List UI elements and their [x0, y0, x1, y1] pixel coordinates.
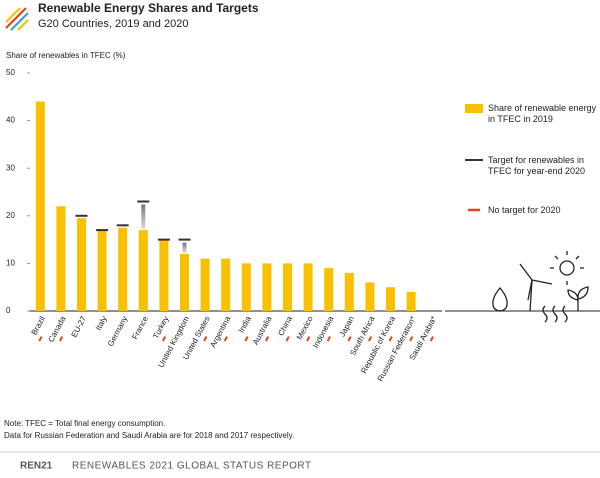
no-target-marker [38, 336, 43, 342]
legend-label: Target for renewables in TFEC for year-e… [488, 155, 586, 176]
bar [283, 263, 292, 311]
bar [159, 239, 169, 311]
bar [344, 272, 354, 311]
chart-subtitle: G20 Countries, 2019 and 2020 [38, 18, 188, 30]
bar [138, 230, 148, 311]
target-arrow [182, 242, 187, 253]
no-target-marker [368, 336, 373, 342]
no-target-marker [409, 336, 414, 342]
x-tick-label: Germany [106, 315, 129, 348]
x-tick-label: Brazil [30, 315, 47, 337]
x-tick-label: Indonesia [311, 314, 335, 349]
x-tick-label: Turkey [151, 315, 170, 341]
y-tick-label: 0 [6, 306, 11, 315]
icons [492, 251, 589, 323]
x-tick-label: Mexico [295, 314, 315, 341]
no-target-marker [347, 336, 352, 342]
x-tick-label: China [276, 314, 294, 337]
x-tick-label: Italy [94, 315, 109, 332]
bar [406, 291, 416, 311]
x-tick-label: India [237, 314, 253, 334]
legend-swatch [465, 104, 483, 113]
chart-title: Renewable Energy Shares and Targets [38, 1, 259, 15]
bar [386, 287, 395, 311]
bar [241, 263, 251, 311]
x-tick-label: Canada [46, 314, 67, 343]
bar [180, 253, 189, 311]
x-tick-label: Argentina [208, 314, 232, 349]
bar [365, 282, 375, 311]
x-tick-label: EU-27 [70, 314, 89, 339]
bar [262, 263, 272, 311]
y-tick-label: 40 [6, 116, 15, 125]
y-axis-label: Share of renewables in TFEC (%) [6, 51, 126, 60]
bar [97, 230, 107, 311]
no-target-marker [388, 336, 393, 342]
no-target-marker [223, 336, 228, 342]
footer-brand: REN21 [20, 461, 53, 472]
logo [5, 7, 29, 31]
bar [56, 206, 66, 311]
bar [324, 268, 334, 311]
bar [303, 263, 313, 311]
y-tick-label: 20 [6, 211, 15, 220]
y-tick-label: 10 [6, 259, 15, 268]
footer-report: RENEWABLES 2021 GLOBAL STATUS REPORT [72, 461, 312, 472]
bar [35, 101, 45, 311]
x-tick-label: Japan [338, 315, 356, 338]
no-target-marker [285, 336, 290, 342]
bar [221, 258, 231, 311]
no-target-marker [265, 336, 270, 342]
no-target-marker [203, 336, 208, 342]
x-tick-label: France [130, 314, 150, 341]
no-target-marker [162, 336, 167, 342]
note: Note: TFEC = Total final energy consumpt… [4, 419, 165, 428]
no-target-marker [429, 336, 434, 342]
bar [118, 227, 128, 311]
legend-label: No target for 2020 [488, 205, 561, 215]
y-tick-label: 50 [6, 68, 15, 77]
no-target-marker [59, 336, 64, 342]
bar [200, 258, 210, 311]
y-tick-label: 30 [6, 163, 15, 172]
no-target-marker [244, 336, 249, 342]
no-target-marker [306, 336, 311, 342]
x-tick-label: Australia [251, 314, 274, 346]
legend-label: Share of renewable energy in TFEC in 201… [488, 103, 597, 124]
target-arrow [141, 204, 146, 230]
no-target-marker [326, 336, 331, 342]
note: Data for Russian Federation and Saudi Ar… [4, 431, 294, 440]
bar [77, 218, 86, 311]
